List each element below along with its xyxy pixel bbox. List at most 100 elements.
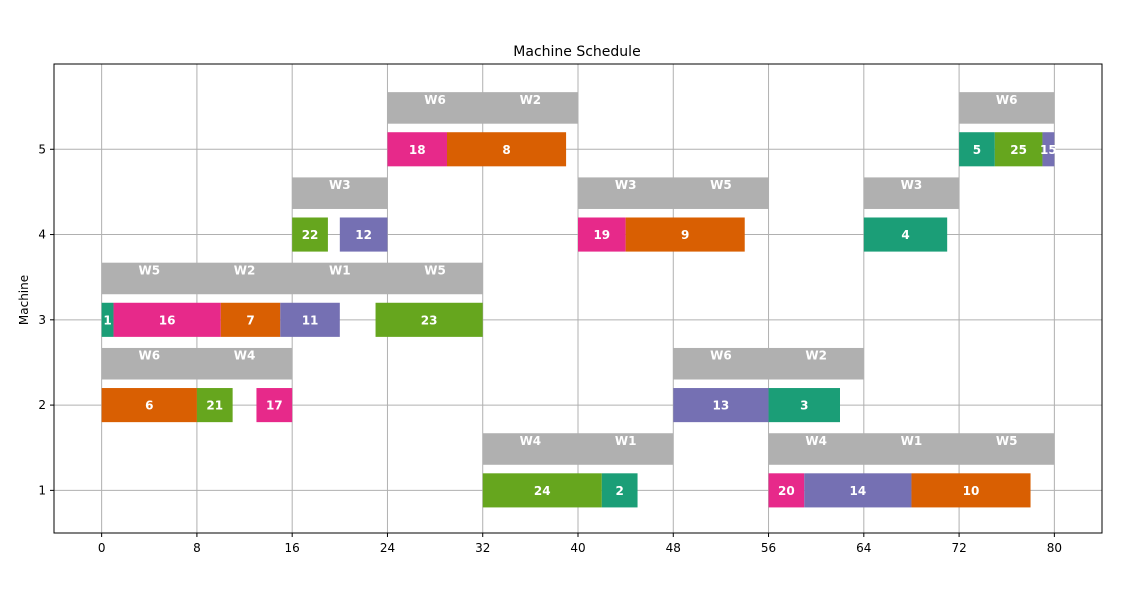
y-tick-label: 4 (38, 228, 46, 242)
window-bar (863, 433, 960, 465)
x-tick-label: 16 (285, 541, 300, 555)
job-bar (768, 388, 840, 423)
window-label: W4 (805, 434, 827, 448)
job-label: 2 (616, 484, 624, 498)
y-tick-label: 1 (38, 483, 46, 497)
job-label: 11 (302, 313, 319, 327)
job-bar (863, 217, 948, 252)
window-bar (959, 433, 1055, 465)
job-bar (578, 217, 626, 252)
window-label: W3 (329, 178, 351, 192)
x-tick-label: 56 (761, 541, 776, 555)
window-bar (959, 92, 1055, 124)
window-label: W6 (996, 93, 1018, 107)
x-tick-label: 32 (475, 541, 490, 555)
x-tick-label: 40 (570, 541, 585, 555)
job-label: 3 (800, 399, 808, 413)
job-label: 8 (502, 143, 510, 157)
job-bar (601, 473, 638, 508)
window-bar (768, 347, 864, 380)
window-bar (673, 177, 769, 209)
job-bar (220, 302, 281, 337)
job-label: 16 (159, 313, 176, 327)
chart-title: Machine Schedule (513, 44, 640, 60)
job-label: 15 (1040, 143, 1057, 157)
job-label: 21 (206, 399, 223, 413)
window-label: W2 (520, 93, 542, 107)
window-bar (673, 347, 769, 380)
x-tick-label: 48 (666, 541, 681, 555)
x-tick-label: 80 (1047, 541, 1062, 555)
job-bar (101, 302, 114, 337)
job-bar (447, 132, 567, 167)
window-label: W3 (615, 178, 637, 192)
job-label: 13 (713, 399, 730, 413)
job-label: 18 (409, 143, 426, 157)
job-bar (339, 217, 388, 252)
job-bar (292, 217, 328, 252)
window-label: W1 (329, 263, 351, 277)
job-label: 6 (145, 399, 153, 413)
x-tick-label: 64 (856, 541, 871, 555)
job-label: 19 (593, 228, 610, 242)
job-label: 9 (681, 228, 689, 242)
window-bar (578, 177, 674, 209)
window-label: W6 (424, 93, 446, 107)
window-label: W2 (805, 349, 827, 363)
job-label: 5 (973, 143, 981, 157)
window-bar (292, 177, 388, 209)
job-bar (256, 388, 293, 423)
window-label: W6 (710, 349, 732, 363)
window-bar (387, 92, 483, 124)
window-bars: W4 W1 W4 W1 W5 W6 W4 W6 W2 W5 W2 W1 W5 W3 W3 W5 W3 W6 W2 W6 (101, 92, 1055, 465)
y-tick-label: 2 (38, 398, 46, 412)
job-label: 14 (850, 484, 867, 498)
x-tick-label: 72 (951, 541, 966, 555)
job-bar (1042, 132, 1055, 167)
window-bar (578, 433, 674, 465)
window-label: W1 (901, 434, 923, 448)
window-label: W1 (615, 434, 637, 448)
window-bar (768, 433, 864, 465)
window-bar (101, 262, 197, 295)
job-label: 7 (246, 313, 254, 327)
window-bar (482, 433, 578, 465)
job-label: 17 (266, 399, 283, 413)
window-bar (101, 347, 197, 380)
window-label: W5 (710, 178, 732, 192)
window-bar (863, 177, 960, 209)
window-label: W3 (901, 178, 923, 192)
job-bar (196, 388, 233, 423)
window-label: W6 (138, 349, 160, 363)
job-bar (280, 302, 340, 337)
job-bar (673, 388, 769, 423)
job-label: 22 (302, 228, 319, 242)
job-label: 24 (534, 484, 551, 498)
window-bar (292, 262, 388, 295)
job-bar (375, 302, 483, 337)
y-tick-label: 5 (38, 142, 46, 156)
job-bar (113, 302, 221, 337)
job-label: 12 (355, 228, 372, 242)
window-bar (387, 262, 483, 295)
window-label: W5 (424, 263, 446, 277)
job-label: 4 (901, 228, 909, 242)
job-bar (994, 132, 1043, 167)
job-bar (768, 473, 805, 508)
job-label: 1 (103, 313, 111, 327)
job-bar (804, 473, 912, 508)
job-label: 23 (421, 313, 438, 327)
job-bar (959, 132, 995, 167)
window-bar (196, 262, 293, 295)
window-label: W5 (996, 434, 1018, 448)
x-tick-label: 24 (380, 541, 395, 555)
window-bar (482, 92, 578, 124)
job-label: 25 (1010, 143, 1027, 157)
window-label: W4 (234, 349, 256, 363)
job-bars: 24 2 20 14 10 6 21 17 13 3 1 16 7 11 23 22 12 19 9 4 18 8 5 25 1… (101, 132, 1057, 508)
window-label: W4 (520, 434, 542, 448)
job-bar (101, 388, 197, 423)
job-label: 10 (963, 484, 980, 498)
